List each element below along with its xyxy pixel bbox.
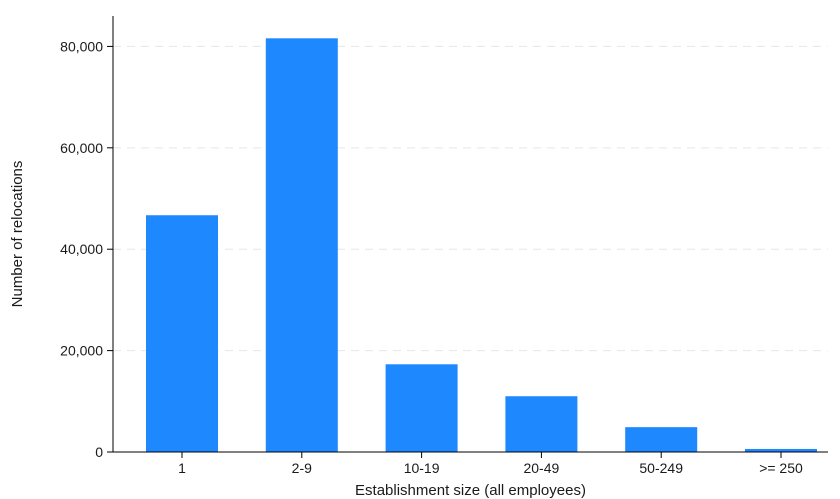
y-tick-label: 80,000 [60,38,103,54]
x-axis-title: Establishment size (all employees) [355,482,586,499]
bar-2 [385,364,458,452]
y-tick-label: 20,000 [60,343,103,359]
gridlines [113,45,828,352]
bar-0 [146,215,218,452]
bar-4 [625,427,698,452]
y-axis-ticks: 0 20,000 40,000 60,000 80,000 [60,38,113,460]
x-tick-label: 2-9 [292,460,312,476]
y-tick-label: 0 [95,444,103,460]
x-tick-label: 10-19 [404,460,440,476]
x-tick-label: >= 250 [759,460,803,476]
x-axis-ticks: 1 2-9 10-19 20-49 50-249 >= 250 [178,452,803,476]
y-tick-label: 40,000 [60,241,103,257]
y-axis-title: Number of relocations [9,161,26,308]
x-tick-label: 20-49 [523,460,559,476]
bar-5 [745,448,817,452]
y-tick-label: 60,000 [60,140,103,156]
axes [112,16,828,453]
bars [146,38,817,452]
bar-1 [265,38,338,452]
x-tick-label: 50-249 [639,460,683,476]
bar-3 [505,396,578,452]
x-tick-label: 1 [178,460,186,476]
